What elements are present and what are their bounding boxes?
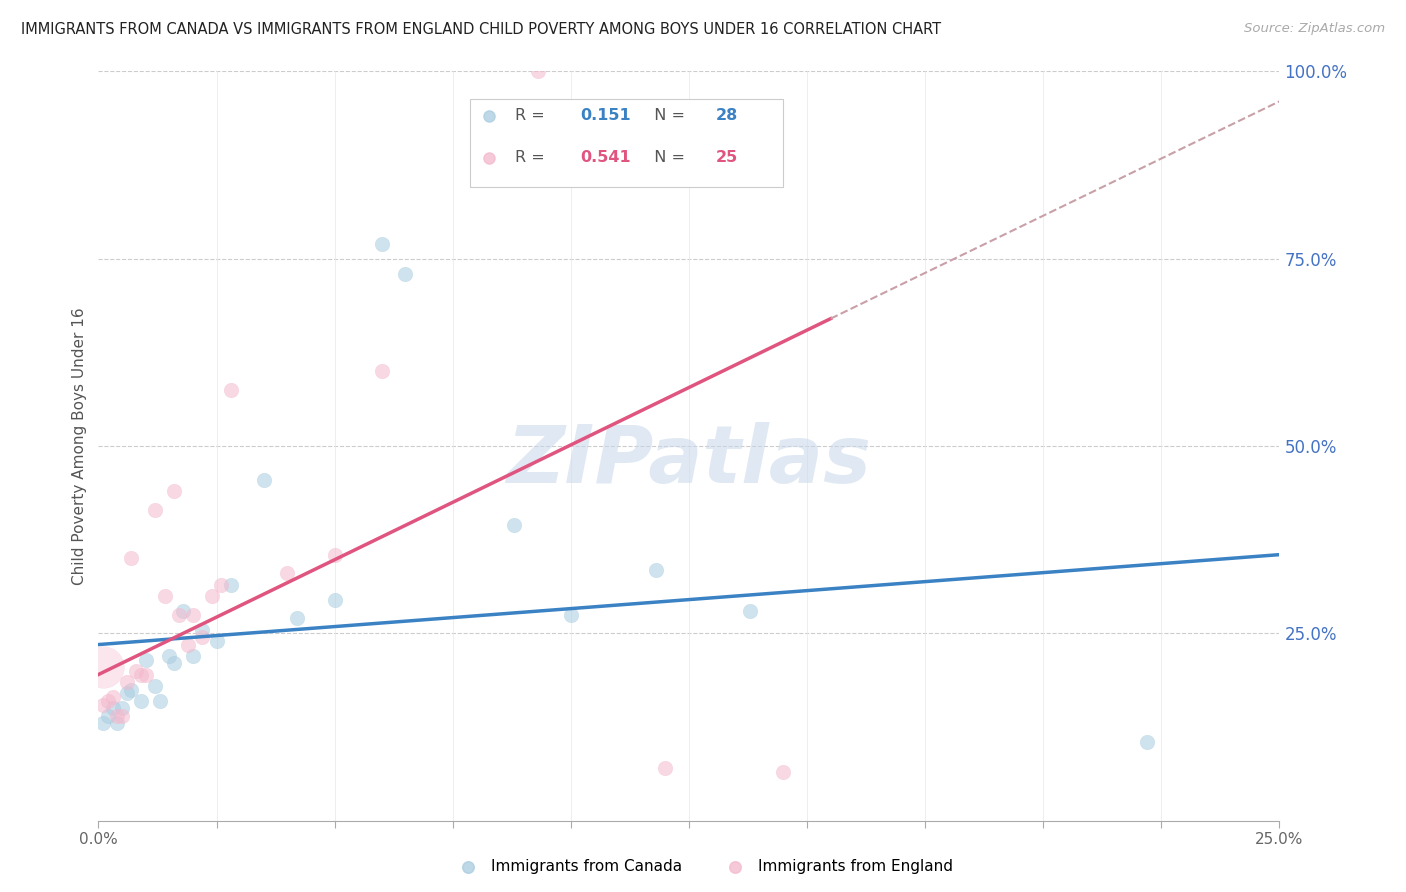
Point — [111, 701, 134, 715]
Point — [111, 708, 134, 723]
Text: 0.541: 0.541 — [581, 150, 631, 165]
Text: ZIPatlas: ZIPatlas — [506, 422, 872, 500]
Point — [157, 648, 180, 663]
Point — [1136, 735, 1159, 749]
Point — [323, 548, 346, 562]
Text: R =: R = — [516, 150, 550, 165]
Point — [181, 648, 204, 663]
Point — [371, 364, 394, 378]
Text: IMMIGRANTS FROM CANADA VS IMMIGRANTS FROM ENGLAND CHILD POVERTY AMONG BOYS UNDER: IMMIGRANTS FROM CANADA VS IMMIGRANTS FRO… — [21, 22, 941, 37]
Point — [97, 708, 120, 723]
Legend: Immigrants from Canada, Immigrants from England: Immigrants from Canada, Immigrants from … — [447, 853, 959, 880]
Text: Source: ZipAtlas.com: Source: ZipAtlas.com — [1244, 22, 1385, 36]
Text: N =: N = — [644, 108, 690, 123]
Point — [772, 764, 794, 779]
Point — [143, 679, 166, 693]
Point — [503, 517, 526, 532]
Point — [163, 657, 186, 671]
Text: R =: R = — [516, 108, 550, 123]
Point — [219, 383, 242, 397]
Point — [129, 694, 152, 708]
Point — [201, 589, 224, 603]
Point — [143, 502, 166, 516]
Point — [105, 716, 128, 731]
Point — [644, 563, 666, 577]
Point — [129, 667, 152, 681]
Point — [191, 630, 214, 644]
Point — [97, 694, 120, 708]
Point — [394, 267, 416, 281]
FancyBboxPatch shape — [471, 99, 783, 187]
Point — [91, 698, 114, 712]
Point — [101, 690, 124, 704]
Text: 0.151: 0.151 — [581, 108, 631, 123]
Point — [219, 577, 242, 591]
Point — [560, 607, 582, 622]
Point — [371, 236, 394, 251]
Point — [181, 607, 204, 622]
Point — [115, 675, 138, 690]
Point — [121, 551, 143, 566]
Point — [135, 667, 157, 681]
Point — [177, 638, 200, 652]
Point — [121, 682, 143, 697]
Point — [149, 694, 172, 708]
Point — [654, 761, 676, 775]
Point — [191, 623, 214, 637]
Point — [253, 473, 276, 487]
Text: N =: N = — [644, 150, 690, 165]
Y-axis label: Child Poverty Among Boys Under 16: Child Poverty Among Boys Under 16 — [72, 307, 87, 585]
Point — [135, 652, 157, 666]
Text: 25: 25 — [716, 150, 738, 165]
Point — [105, 708, 128, 723]
Point — [276, 566, 298, 581]
Point — [115, 686, 138, 700]
Point — [167, 607, 190, 622]
Point — [285, 611, 308, 625]
Point — [91, 716, 114, 731]
Point — [163, 483, 186, 498]
Point — [205, 633, 228, 648]
Point — [526, 64, 548, 78]
Point — [91, 660, 114, 674]
Point — [101, 701, 124, 715]
Point — [740, 604, 762, 618]
Point — [153, 589, 176, 603]
Point — [125, 664, 148, 678]
Point — [323, 592, 346, 607]
Point — [209, 577, 232, 591]
Text: 28: 28 — [716, 108, 738, 123]
Point — [172, 604, 194, 618]
